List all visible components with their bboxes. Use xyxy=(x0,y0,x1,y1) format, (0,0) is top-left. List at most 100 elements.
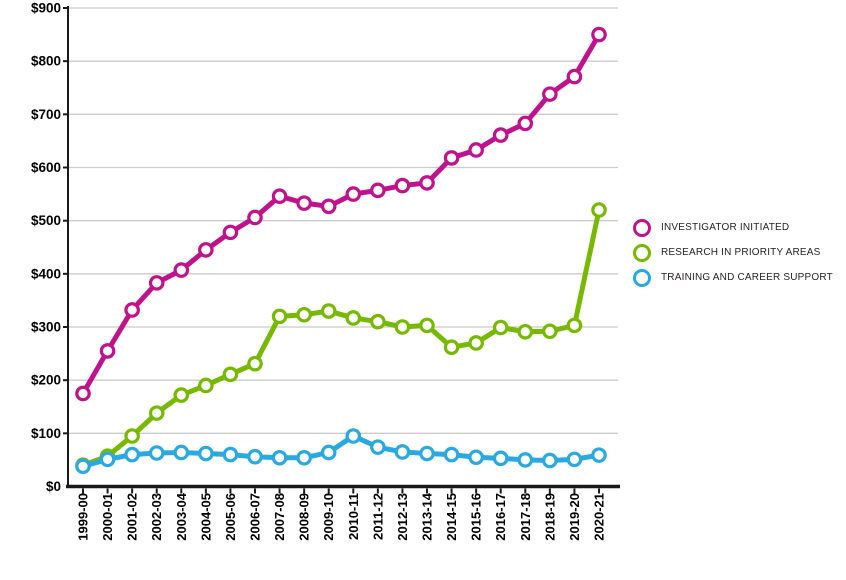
data-point-marker xyxy=(566,451,583,468)
x-tick-label: 2002-03 xyxy=(149,493,164,541)
data-point-marker xyxy=(517,115,534,132)
data-point-marker xyxy=(296,195,312,211)
data-point-marker xyxy=(394,177,411,194)
y-tick-label: $100 xyxy=(31,426,61,441)
data-point-marker xyxy=(75,458,91,475)
data-point-marker xyxy=(542,323,558,340)
x-tick-label: 2003-04 xyxy=(174,492,189,540)
x-tick-label: 1999-00 xyxy=(76,493,91,541)
x-axis-labels: 1999-00 2000-01 2001-02 2002-03 2003-04 2004-… xyxy=(76,488,607,541)
data-point-marker xyxy=(542,86,558,102)
data-point-marker xyxy=(247,448,263,465)
legend-label: TRAINING AND CAREER SUPPORT xyxy=(661,272,833,283)
data-point-marker xyxy=(419,317,435,334)
data-point-marker xyxy=(247,209,263,226)
data-point-marker xyxy=(222,446,239,463)
data-point-marker xyxy=(492,127,509,143)
x-tick-label: 2000-01 xyxy=(100,493,115,541)
series-line xyxy=(80,433,602,469)
x-tick-label: 2008-09 xyxy=(297,493,312,541)
data-point-marker xyxy=(271,308,288,325)
data-point-marker xyxy=(566,317,583,334)
y-tick-label: $700 xyxy=(31,107,61,122)
series-line xyxy=(80,32,602,396)
y-tick-label: $300 xyxy=(31,320,61,335)
y-tick-label: $400 xyxy=(31,266,61,281)
data-point-marker xyxy=(468,142,484,158)
y-tick-label: $900 xyxy=(31,1,61,16)
legend-marker-circle-icon xyxy=(633,219,651,237)
y-tick-label: $200 xyxy=(31,373,61,388)
data-point-marker xyxy=(517,452,534,468)
series-investigator-initiated xyxy=(75,26,607,402)
x-tick-label: 2011-12 xyxy=(370,493,385,540)
y-axis-labels: $0 $100 $200 $300 $400 $500 $600 $700 $800 $900 xyxy=(31,1,68,494)
x-tick-label: 2016-17 xyxy=(493,493,508,541)
data-point-marker xyxy=(296,306,312,323)
data-point-marker xyxy=(345,310,362,326)
y-tick-label: $600 xyxy=(31,160,61,175)
data-point-marker xyxy=(492,319,509,336)
data-point-marker xyxy=(320,198,337,215)
data-point-marker xyxy=(124,446,140,463)
data-point-marker xyxy=(222,224,239,241)
data-point-marker xyxy=(443,339,460,356)
data-point-marker xyxy=(468,449,484,466)
x-tick-label: 2017-18 xyxy=(518,493,533,541)
data-point-marker xyxy=(296,449,312,466)
legend-label: RESEARCH IN PRIORITY AREAS xyxy=(661,247,821,258)
legend-item-training-career-support: TRAINING AND CAREER SUPPORT xyxy=(633,269,833,287)
data-point-marker xyxy=(542,452,558,469)
legend-marker-circle-icon xyxy=(633,269,651,287)
data-point-marker xyxy=(320,303,337,319)
data-point-marker xyxy=(99,451,116,468)
legend-marker-circle-icon xyxy=(633,244,651,262)
x-tick-label: 2007-08 xyxy=(272,493,287,541)
data-point-marker xyxy=(591,202,607,218)
data-point-marker xyxy=(345,186,362,202)
data-point-marker xyxy=(222,366,239,383)
x-tick-label: 2020-21 xyxy=(592,493,607,541)
data-point-marker xyxy=(370,313,386,330)
data-point-marker xyxy=(517,323,534,340)
y-tick-label: $500 xyxy=(31,213,61,228)
x-tick-label: 2006-07 xyxy=(248,493,263,541)
data-point-marker xyxy=(198,242,214,258)
data-point-marker xyxy=(443,446,460,463)
x-tick-label: 2013-14 xyxy=(420,492,435,540)
x-tick-label: 2012-13 xyxy=(395,493,410,541)
x-tick-label: 2015-16 xyxy=(469,493,484,541)
gridlines xyxy=(68,7,618,434)
data-point-marker xyxy=(148,275,165,291)
data-point-marker xyxy=(148,405,165,421)
y-tick-label: $800 xyxy=(31,54,61,69)
data-point-marker xyxy=(173,444,190,461)
data-point-marker xyxy=(468,335,484,351)
y-tick-label: $0 xyxy=(46,479,61,494)
data-point-marker xyxy=(419,445,435,462)
data-point-marker xyxy=(124,428,140,444)
x-tick-label: 2018-19 xyxy=(542,493,557,541)
x-tick-label: 2005-06 xyxy=(223,493,238,541)
legend-item-investigator-initiated: INVESTIGATOR INITIATED xyxy=(633,219,833,237)
data-point-marker xyxy=(148,445,165,461)
data-point-marker xyxy=(345,428,362,444)
x-tick-label: 2009-10 xyxy=(321,493,336,541)
data-point-marker xyxy=(591,447,607,463)
data-point-marker xyxy=(370,182,386,199)
data-point-marker xyxy=(566,68,583,85)
data-point-marker xyxy=(419,175,435,191)
chart-legend: INVESTIGATOR INITIATED RESEARCH IN PRIOR… xyxy=(633,219,833,287)
legend-item-research-priority-areas: RESEARCH IN PRIORITY AREAS xyxy=(633,244,833,262)
x-tick-label: 2001-02 xyxy=(125,493,140,541)
data-point-marker xyxy=(370,439,386,455)
data-point-marker xyxy=(173,262,190,278)
data-point-marker xyxy=(247,355,263,372)
data-point-marker xyxy=(99,343,116,359)
data-point-marker xyxy=(173,387,190,403)
x-tick-label: 2010-11 xyxy=(346,493,361,540)
data-point-marker xyxy=(394,444,411,460)
data-point-marker xyxy=(591,26,607,43)
series-line xyxy=(80,207,602,468)
